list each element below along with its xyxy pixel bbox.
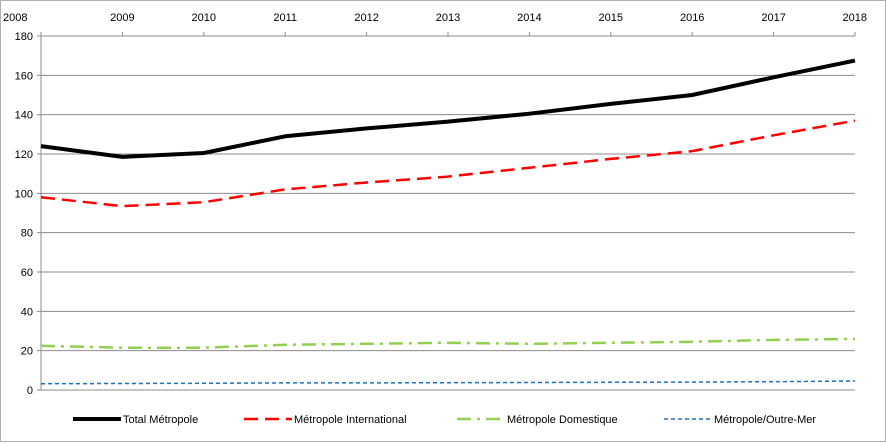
x-tick-label: 2010 [192,12,216,24]
x-tick-label: 2012 [354,12,378,24]
x-tick-label: 2013 [436,12,460,24]
series-lines [41,61,855,384]
x-tick-label: 2009 [110,12,134,24]
x-tick-label: 2015 [599,12,623,24]
legend-label: Métropole International [294,414,407,426]
x-tick-labels: 2008 2009 2010 2011 2012 2013 2014 2015 2016 2017… [3,12,867,24]
y-tick-label: 0 [27,385,33,397]
y-tick-label: 80 [21,228,33,240]
x-tick-label: 2016 [680,12,704,24]
y-tick-label: 140 [15,110,33,122]
x-tick-label: 2008 [3,12,27,24]
legend: Total Métropole Métropole International Mé… [73,414,816,426]
gridlines [41,36,855,351]
y-tick-label: 100 [15,188,33,200]
x-tick-label: 2014 [517,12,541,24]
series-line-m-tropole-domestique [41,339,855,348]
x-tick-label: 2017 [761,12,785,24]
legend-label: Total Métropole [123,414,198,426]
y-tick-label: 40 [21,306,33,318]
y-tick-label: 160 [15,70,33,82]
x-tick-label: 2018 [843,12,867,24]
y-tick-labels: 0 20 40 60 80 100 120 140 160 180 [15,31,33,397]
series-line-m-tropole-outre-mer [41,381,855,384]
y-tick-label: 20 [21,346,33,358]
legend-label: Métropole Domestique [507,414,618,426]
legend-label: Métropole/Outre-Mer [714,414,816,426]
y-tick-label: 60 [21,267,33,279]
x-tick-label: 2011 [273,12,297,24]
y-tick-label: 120 [15,149,33,161]
y-tick-label: 180 [15,31,33,43]
